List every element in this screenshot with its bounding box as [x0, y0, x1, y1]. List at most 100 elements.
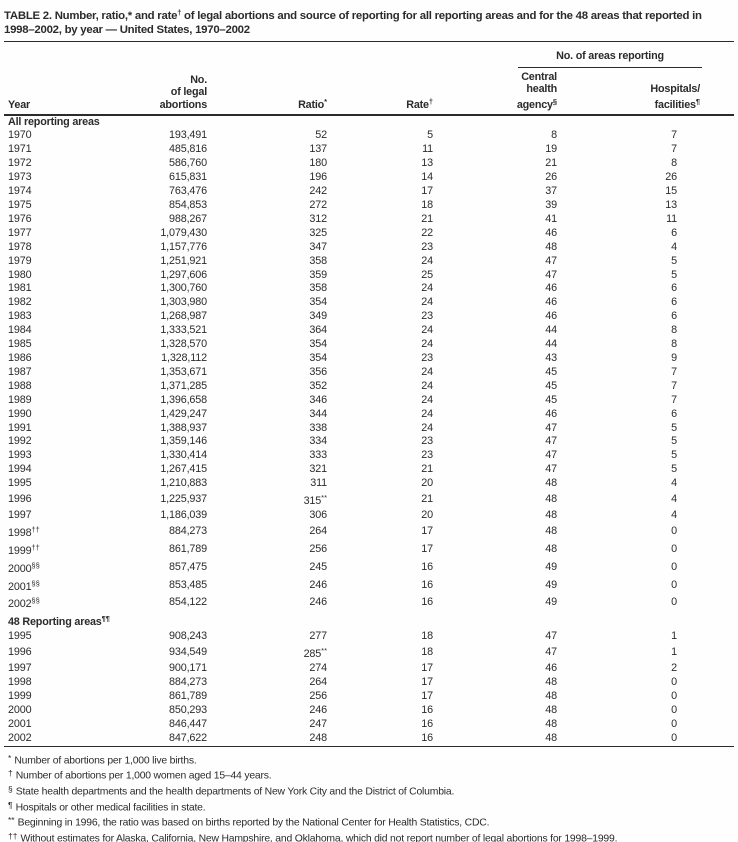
rate-cell: 17 — [421, 185, 433, 198]
abortions-cell: 1,186,039 — [160, 508, 207, 521]
rate-cell: 18 — [421, 646, 433, 659]
ratio-cell: 247 — [309, 717, 327, 730]
hospitals-cell: 1 — [671, 646, 678, 659]
abortions-cell: 1,079,430 — [160, 226, 207, 239]
table-row: 1991 1,388,937 338 24 47 5 — [4, 422, 734, 436]
hospitals-cell: 7 — [671, 365, 678, 378]
abortions-cell: 850,293 — [169, 703, 207, 716]
footnote: * Number of abortions per 1,000 live birt… — [4, 752, 734, 768]
agency-cell: 46 — [545, 226, 557, 239]
col-header-abortions: No. of legal abortions — [124, 67, 207, 116]
hospitals-cell: 4 — [671, 477, 678, 490]
ratio-cell: 272 — [309, 199, 327, 211]
hospitals-cell: 4 — [671, 240, 678, 253]
rate-cell: 13 — [421, 157, 433, 170]
agency-cell: 47 — [545, 435, 557, 448]
agency-cell: 43 — [545, 351, 557, 364]
table-row: 1988 1,371,285 352 24 45 7 — [4, 380, 734, 394]
abortions-cell: 1,429,247 — [160, 407, 207, 420]
agency-cell: 45 — [545, 365, 557, 378]
rate-cell: 24 — [421, 338, 433, 351]
table-row: 1985 1,328,570 354 24 44 8 — [4, 338, 734, 352]
table-row: 1982 1,303,980 354 24 46 6 — [4, 296, 734, 310]
footnote: ¶ Hospitals or other medical facilities i… — [4, 799, 734, 815]
rate-cell: 23 — [421, 435, 433, 448]
section-header-row: 48 Reporting areas¶¶ — [4, 612, 734, 630]
ratio-cell: 321 — [309, 463, 327, 476]
ratio-cell: 356 — [309, 365, 327, 378]
ratio-cell: 264 — [309, 524, 327, 537]
agency-cell: 48 — [545, 689, 557, 702]
hospitals-cell: 7 — [671, 393, 678, 406]
facilities-pilcrow-sup: ¶ — [695, 96, 701, 106]
abortions-cell: 586,760 — [169, 157, 207, 170]
section-header-row: All reporting areas — [4, 115, 734, 130]
hospitals-cell: 0 — [671, 560, 678, 573]
agency-cell: 48 — [545, 508, 557, 521]
ratio-cell: 137 — [309, 143, 327, 156]
rate-cell: 23 — [421, 310, 433, 323]
year-cell: 1983 — [8, 310, 32, 323]
rate-cell: 20 — [421, 508, 433, 521]
table-row: 1979 1,251,921 358 24 47 5 — [4, 255, 734, 269]
year-cell: 1977 — [8, 226, 32, 239]
hospitals-cell: 11 — [666, 212, 678, 225]
agency-cell: 48 — [545, 493, 557, 506]
agency-cell: 21 — [545, 157, 557, 170]
table-row: 2000 850,293 246 16 48 0 — [4, 704, 734, 718]
footnote-marker: ¶ — [8, 799, 13, 810]
year-sup: §§ — [31, 578, 40, 588]
footnote-text: Beginning in 1996, the ratio was based o… — [17, 817, 490, 829]
year-cell: 1978 — [8, 240, 32, 253]
abortions-cell: 900,171 — [169, 662, 207, 675]
abortions-cell: 1,267,415 — [160, 463, 207, 476]
hospitals-cell: 5 — [671, 463, 678, 476]
table-row: 1973 615,831 196 14 26 26 — [4, 171, 734, 185]
ratio-cell: 352 — [309, 379, 327, 392]
agency-cell: 46 — [545, 662, 557, 675]
abortions-cell: 1,268,987 — [160, 310, 207, 323]
rate-cell: 21 — [421, 493, 433, 506]
footnote-marker: † — [8, 768, 13, 779]
hospitals-cell: 6 — [671, 296, 678, 309]
year-sup: †† — [31, 542, 40, 552]
section-label: 48 Reporting areas¶¶ — [8, 614, 110, 629]
agency-cell: 48 — [545, 524, 557, 537]
agency-cell: 47 — [545, 268, 557, 281]
year-cell: 2002§§ — [8, 596, 40, 611]
rate-cell: 17 — [421, 689, 433, 702]
agency-cell: 48 — [545, 542, 557, 555]
rate-cell: 16 — [421, 596, 433, 609]
rate-dagger-sup: † — [428, 96, 433, 106]
table-title: TABLE 2. Number, ratio,* and rate† of le… — [4, 6, 734, 43]
ratio-cell: 196 — [309, 171, 327, 184]
ratio-cell: 285** — [303, 646, 327, 661]
table-row: 1986 1,328,112 354 23 43 9 — [4, 352, 734, 366]
ratio-cell: 315** — [303, 493, 327, 508]
agency-cell: 47 — [545, 449, 557, 462]
rate-cell: 24 — [421, 407, 433, 420]
ratio-cell: 274 — [309, 662, 327, 675]
rate-cell: 17 — [421, 676, 433, 688]
ratio-cell: 364 — [309, 324, 327, 337]
agency-cell: 44 — [545, 324, 557, 337]
year-cell: 1996 — [8, 493, 32, 506]
footnote-text: Hospitals or other medical facilities in… — [15, 802, 206, 814]
ratio-cell: 346 — [309, 393, 327, 406]
table-row: 1976 988,267 312 21 41 11 — [4, 213, 734, 227]
agency-cell: 48 — [545, 703, 557, 716]
year-cell: 1993 — [8, 449, 32, 462]
year-cell: 1973 — [8, 171, 32, 184]
year-cell: 1997 — [8, 662, 32, 675]
title-text-2: of legal abortions and source of reporti… — [4, 10, 702, 36]
footnote: ** Beginning in 1996, the ratio was based… — [4, 814, 734, 830]
footnote: † Number of abortions per 1,000 women age… — [4, 767, 734, 783]
year-cell: 2002 — [8, 731, 32, 744]
year-cell: 1980 — [8, 268, 32, 281]
ratio-cell: 277 — [309, 630, 327, 643]
hospitals-cell: 0 — [671, 689, 678, 702]
rate-cell: 25 — [421, 268, 433, 281]
rate-cell: 24 — [421, 421, 433, 434]
rate-cell: 23 — [421, 449, 433, 462]
hospitals-cell: 5 — [671, 254, 678, 267]
